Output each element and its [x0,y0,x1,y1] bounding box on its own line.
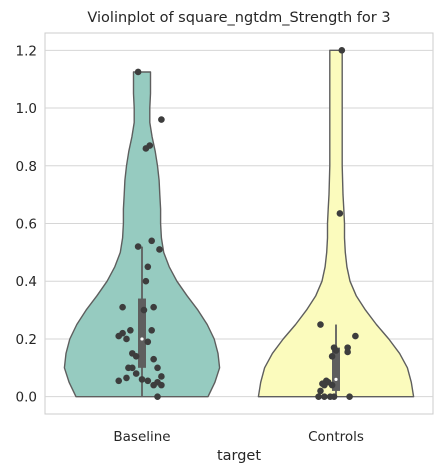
data-point [328,381,336,389]
y-tick-label: 0.0 [16,390,37,406]
data-point [330,393,338,400]
data-point [142,145,150,152]
data-point [142,277,150,285]
violins [63,47,415,400]
data-point [144,263,152,271]
median-marker [334,377,338,381]
violin-body-controls [257,49,415,398]
data-point [317,387,324,395]
x-axis-ticks: Baseline Controls [113,429,364,445]
y-tick-label: 0.6 [16,217,37,233]
data-point [321,393,328,400]
x-axis-label: target [217,448,261,464]
data-point [328,352,336,360]
data-point [317,321,324,328]
data-point [134,243,142,250]
data-point [158,373,165,380]
data-point [158,381,165,389]
data-point [140,306,148,314]
data-point [321,381,328,389]
data-point [338,47,346,54]
data-point [344,348,351,356]
data-point [156,246,163,253]
data-point [134,68,142,76]
x-tick-label: Controls [308,429,364,445]
data-point [123,335,130,343]
median-marker [140,337,144,341]
data-point [144,338,152,346]
data-point [123,374,130,382]
data-point [127,326,134,334]
data-point [144,377,152,385]
x-tick-label: Baseline [113,429,170,445]
data-point [138,376,146,383]
data-point [154,393,161,400]
iqr-box [332,347,340,391]
violin-body-baseline [63,71,221,398]
y-tick-label: 0.8 [16,159,37,175]
data-point [346,393,353,400]
data-point [150,303,157,311]
data-point [115,332,123,340]
iqr-box [138,298,146,368]
data-point [154,364,161,372]
y-axis-ticks: 0.0 0.2 0.4 0.6 0.8 1.0 1.2 [16,43,37,405]
data-point [332,347,340,354]
data-point [125,364,132,372]
data-point [148,237,155,245]
data-point [336,210,344,217]
y-tick-label: 1.0 [16,101,37,117]
y-tick-label: 1.2 [16,43,37,59]
data-point [115,377,123,385]
data-point [132,370,140,377]
data-point [352,332,359,340]
y-tick-label: 0.2 [16,332,37,348]
data-point [158,116,165,123]
data-point [150,355,157,363]
data-point [119,303,126,311]
data-point [315,393,322,400]
data-point [150,381,157,389]
y-tick-label: 0.4 [16,274,37,290]
chart-title: Violinplot of square_ngtdm_Strength for … [87,10,390,26]
data-point [132,352,140,360]
data-point [148,326,155,334]
